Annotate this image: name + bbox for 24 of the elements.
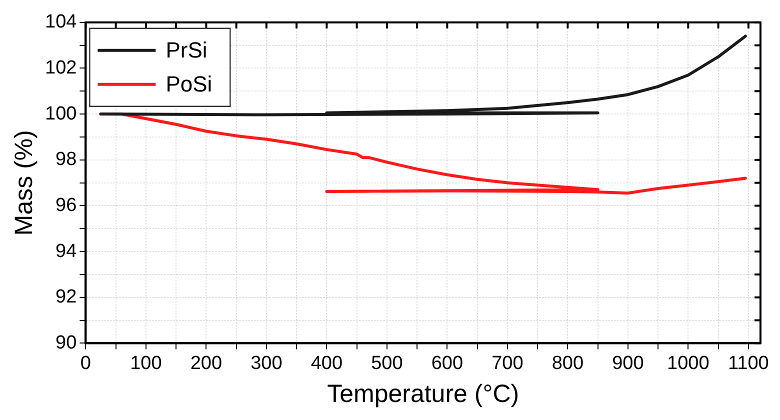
x-tick-label: 900 [612,352,644,374]
y-tick-label: 94 [56,240,78,262]
x-tick-label: 0 [80,352,91,374]
x-tick-label: 200 [190,352,222,374]
y-tick-label: 102 [45,57,77,78]
x-tick-label: 400 [310,352,343,374]
y-axis-title: Mass (%) [10,130,38,236]
y-tick-label: 98 [56,149,77,170]
x-tick-label: 800 [552,352,584,374]
x-tick-label: 100 [130,352,162,374]
x-tick-label: 700 [492,352,524,374]
legend-label: PoSi [166,71,212,96]
y-tick-label: 100 [45,103,77,124]
y-tick-label: 92 [56,286,77,308]
x-tick-label: 1000 [667,352,710,374]
x-tick-label: 500 [371,352,403,374]
x-tick-label: 1100 [728,352,769,374]
legend-label: PrSi [166,37,208,62]
x-axis-title: Temperature (°C) [327,380,520,408]
y-tick-label: 104 [45,12,78,33]
y-tick-label: 96 [56,194,77,216]
x-tick-label: 600 [431,352,464,374]
y-tick-label: 90 [56,332,77,354]
x-tick-label: 300 [250,352,282,374]
